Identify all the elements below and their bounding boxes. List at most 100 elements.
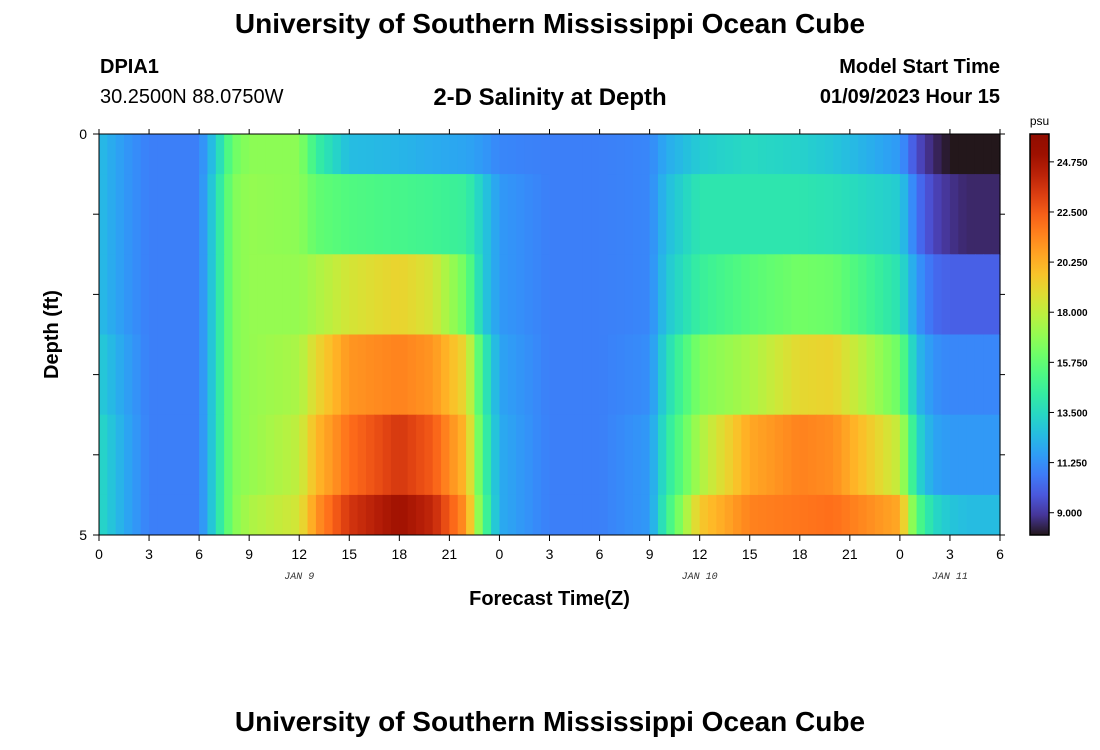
heatmap-cell bbox=[524, 494, 534, 536]
heatmap-cell bbox=[115, 414, 125, 496]
heatmap-cell bbox=[641, 334, 651, 416]
heatmap-cell bbox=[407, 174, 417, 255]
heatmap-cell bbox=[616, 134, 626, 175]
heatmap-cell bbox=[499, 494, 509, 536]
heatmap-cell bbox=[232, 494, 242, 536]
heatmap-cell bbox=[274, 174, 284, 255]
heatmap-cell bbox=[407, 414, 417, 496]
heatmap-cell bbox=[165, 414, 175, 496]
heatmap-cell bbox=[657, 334, 667, 416]
heatmap-cell bbox=[491, 494, 501, 536]
heatmap-cell bbox=[249, 134, 259, 175]
heatmap-cell bbox=[115, 174, 125, 255]
heatmap-cell bbox=[991, 134, 1001, 175]
heatmap-cell bbox=[516, 174, 526, 255]
heatmap-cell bbox=[691, 414, 701, 496]
heatmap-cell bbox=[324, 134, 334, 175]
heatmap-cell bbox=[424, 254, 434, 335]
heatmap-cell bbox=[657, 174, 667, 255]
heatmap-cell bbox=[190, 494, 200, 536]
heatmap-cell bbox=[674, 254, 684, 335]
heatmap-cell bbox=[482, 254, 492, 335]
heatmap-cell bbox=[365, 494, 375, 536]
heatmap-cell bbox=[374, 414, 384, 496]
heatmap-cell bbox=[616, 254, 626, 335]
heatmap-cell bbox=[149, 174, 158, 255]
heatmap-cell bbox=[783, 134, 793, 175]
heatmap-cell bbox=[124, 334, 133, 416]
y-axis-label: Depth (ft) bbox=[41, 290, 63, 379]
heatmap-cell bbox=[924, 414, 934, 496]
heatmap-cell bbox=[841, 174, 851, 255]
heatmap-cell bbox=[958, 134, 968, 175]
heatmap-cell bbox=[457, 414, 467, 496]
heatmap-cell bbox=[741, 414, 751, 496]
heatmap-cell bbox=[632, 254, 642, 335]
heatmap-cell bbox=[274, 254, 284, 335]
heatmap-cell bbox=[741, 174, 751, 255]
heatmap-cell bbox=[874, 414, 884, 496]
heatmap-cell bbox=[265, 174, 275, 255]
heatmap-cell bbox=[783, 254, 793, 335]
x-axis: 0 3 6 9 12 15 18 21 0 3 6 9 12 15 18 21 0 3 6 JAN 9 JAN 10 JA… bbox=[95, 129, 1004, 583]
heatmap-cell bbox=[557, 254, 567, 335]
heatmap-cell bbox=[591, 494, 601, 536]
heatmap-cell bbox=[833, 334, 843, 416]
heatmap-cell bbox=[407, 134, 417, 175]
heatmap-cell bbox=[541, 334, 551, 416]
heatmap-cell bbox=[524, 414, 534, 496]
heatmap-cell bbox=[682, 414, 692, 496]
salinity-heatmap-plot: 0 3 6 9 12 15 18 21 0 3 6 9 12 15 18 21 0 3 6 JAN 9 JAN 10 JA… bbox=[41, 114, 1088, 610]
heatmap-cell bbox=[324, 174, 334, 255]
heatmap-cell bbox=[833, 174, 843, 255]
heatmap-cell bbox=[274, 494, 284, 536]
heatmap-cell bbox=[357, 414, 367, 496]
x-tick-label: 0 bbox=[496, 546, 504, 562]
heatmap-cell bbox=[657, 494, 667, 536]
heatmap-cell bbox=[949, 134, 959, 175]
heatmap-cell bbox=[491, 254, 501, 335]
heatmap-cell bbox=[315, 414, 325, 496]
heatmap-cell bbox=[799, 414, 809, 496]
colorbar-gradient bbox=[1029, 133, 1050, 536]
heatmap-cell bbox=[541, 414, 551, 496]
heatmap-cell bbox=[699, 414, 709, 496]
heatmap-cell bbox=[733, 334, 742, 416]
heatmap-cell bbox=[816, 254, 826, 335]
heatmap-cell bbox=[699, 174, 709, 255]
heatmap-cell bbox=[466, 414, 476, 496]
heatmap-cell bbox=[824, 494, 834, 536]
heatmap-cell bbox=[557, 494, 567, 536]
heatmap-cell bbox=[799, 494, 809, 536]
heatmap-cell bbox=[591, 134, 601, 175]
heatmap-cell bbox=[649, 334, 659, 416]
heatmap-cell bbox=[124, 134, 133, 175]
heatmap-cell bbox=[390, 134, 400, 175]
heatmap-cell bbox=[949, 174, 959, 255]
heatmap-cell bbox=[349, 414, 359, 496]
day-label: JAN 11 bbox=[932, 572, 968, 583]
heatmap-cell bbox=[165, 494, 175, 536]
heatmap-cell bbox=[215, 254, 225, 335]
heatmap-cell bbox=[299, 134, 309, 175]
heatmap-cell bbox=[649, 254, 659, 335]
heatmap-cell bbox=[908, 334, 918, 416]
heatmap-cell bbox=[991, 414, 1001, 496]
heatmap-cell bbox=[766, 494, 776, 536]
heatmap-cell bbox=[716, 414, 726, 496]
heatmap-cell bbox=[541, 134, 551, 175]
colorbar-tick-label: 9.000 bbox=[1057, 509, 1082, 520]
heatmap-cell bbox=[416, 174, 425, 255]
heatmap-cell bbox=[265, 134, 275, 175]
heatmap-cell bbox=[616, 174, 626, 255]
heatmap-cell bbox=[899, 174, 909, 255]
heatmap-cell bbox=[140, 414, 150, 496]
heatmap-cell bbox=[566, 254, 576, 335]
heatmap-cell bbox=[758, 414, 767, 496]
heatmap-cell bbox=[124, 254, 133, 335]
y-tick-label: 5 bbox=[79, 527, 87, 543]
heatmap-cell bbox=[941, 494, 951, 536]
heatmap-cell bbox=[365, 414, 375, 496]
heatmap-cell bbox=[524, 174, 534, 255]
heatmap-cell bbox=[541, 174, 551, 255]
